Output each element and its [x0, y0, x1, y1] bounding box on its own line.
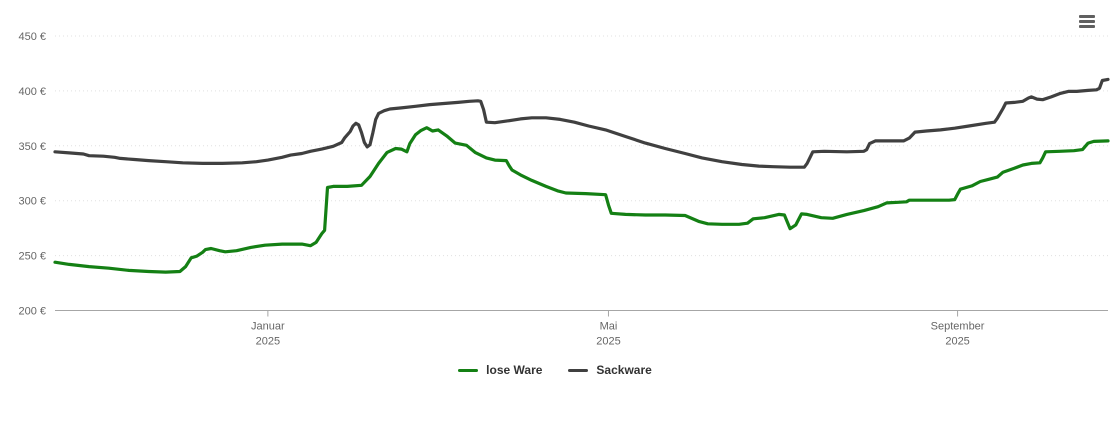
- legend-item-sackware[interactable]: Sackware: [568, 363, 652, 377]
- legend-swatch-sackware-icon: [568, 368, 589, 372]
- legend: lose Ware Sackware: [0, 363, 1110, 377]
- x-axis-label-month: September: [931, 321, 985, 333]
- hamburger-icon: [1079, 15, 1095, 28]
- hamburger-bar: [1079, 20, 1095, 23]
- legend-label-sackware: Sackware: [596, 363, 652, 377]
- series-line-lose-ware[interactable]: [53, 126, 1110, 274]
- x-axis-label-month: Mai: [600, 321, 618, 333]
- x-axis-label-month: Januar: [251, 321, 285, 333]
- y-axis-label: 450 €: [18, 31, 46, 43]
- chart-menu-button[interactable]: [1077, 13, 1097, 30]
- y-axis-label: 350 €: [18, 141, 46, 153]
- hamburger-bar: [1079, 25, 1095, 28]
- legend-item-lose-ware[interactable]: lose Ware: [458, 363, 542, 377]
- y-axis-label: 200 €: [18, 306, 46, 318]
- x-axis-label-year: 2025: [256, 336, 280, 348]
- series-line-sackware[interactable]: [53, 77, 1110, 169]
- y-axis-label: 250 €: [18, 251, 46, 263]
- y-axis-label: 400 €: [18, 86, 46, 98]
- x-axis-label-year: 2025: [596, 336, 620, 348]
- legend-swatch-lose-ware-icon: [458, 368, 479, 372]
- legend-label-lose-ware: lose Ware: [486, 363, 543, 377]
- x-axis-label-year: 2025: [945, 336, 969, 348]
- hamburger-bar: [1079, 15, 1095, 18]
- y-axis-label: 300 €: [18, 196, 46, 208]
